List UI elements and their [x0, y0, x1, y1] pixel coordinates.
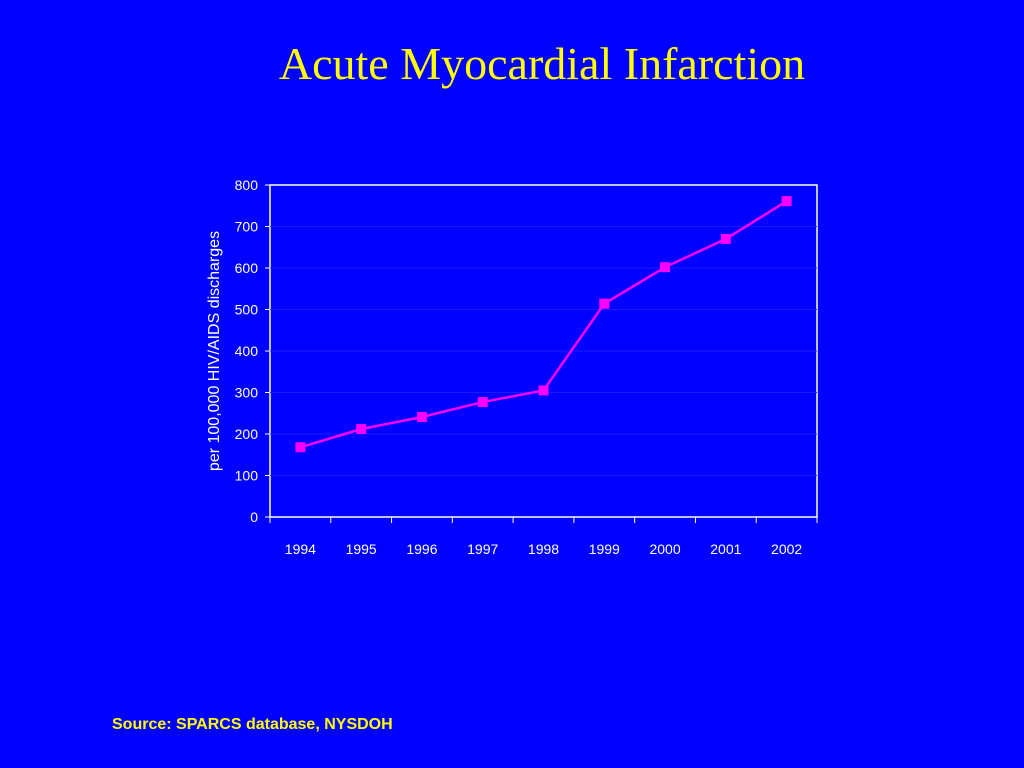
y-tick-label: 400 — [235, 343, 259, 359]
y-tick-label: 300 — [235, 385, 259, 401]
y-tick-label: 600 — [235, 260, 259, 276]
y-tick-label: 700 — [235, 219, 259, 235]
data-point-1997 — [477, 397, 488, 408]
y-tick-label: 800 — [235, 177, 259, 193]
data-point-1995 — [356, 424, 367, 435]
y-tick-label: 500 — [235, 302, 259, 318]
x-tick-label: 2002 — [771, 541, 802, 557]
data-point-1994 — [295, 442, 306, 453]
x-tick-label: 1994 — [285, 541, 316, 557]
y-axis-ticks: 0 100 200 300 400 500 600 700 800 — [235, 177, 270, 525]
y-tick-label: 100 — [235, 468, 259, 484]
x-tick-label: 2000 — [649, 541, 680, 557]
series-layer — [295, 196, 792, 453]
x-axis-ticks: 1994 1995 1996 1997 1998 1999 2000 2001 2002 — [269, 517, 818, 557]
y-axis-label: per 100,000 HIV/AIDS discharges — [206, 231, 223, 471]
source-note: Source: SPARCS database, NYSDOH — [112, 716, 393, 733]
y-tick-label: 0 — [250, 509, 258, 525]
data-point-2001 — [720, 233, 731, 244]
x-tick-label: 1998 — [528, 541, 559, 557]
data-point-1999 — [599, 298, 610, 309]
data-point-2000 — [660, 262, 671, 273]
y-tick-label: 200 — [235, 426, 259, 442]
data-point-2002 — [781, 196, 792, 207]
data-point-1998 — [538, 385, 549, 396]
x-tick-label: 1995 — [346, 541, 377, 557]
x-tick-label: 2001 — [710, 541, 741, 557]
data-point-1996 — [416, 411, 427, 422]
x-tick-label: 1999 — [589, 541, 620, 557]
slide-title: Acute Myocardial Infarction — [278, 38, 806, 89]
x-tick-label: 1997 — [467, 541, 498, 557]
x-tick-label: 1996 — [406, 541, 437, 557]
